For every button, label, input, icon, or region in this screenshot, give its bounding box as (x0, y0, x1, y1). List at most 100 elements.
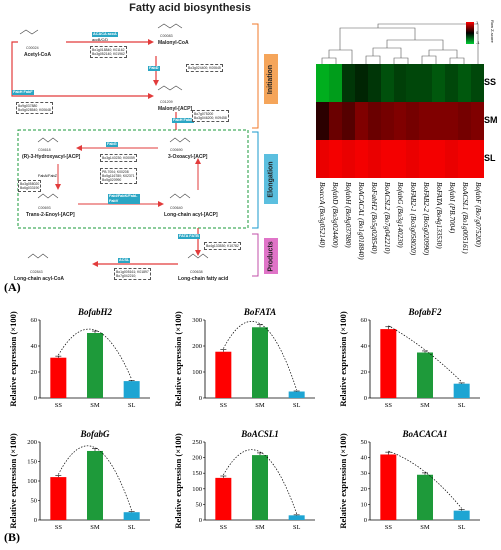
acsl-arrowhead (92, 261, 98, 267)
bar (215, 477, 232, 520)
pathway-connectors (11, 23, 259, 277)
enzyme-fata: FATA FATB (178, 234, 200, 239)
stage-initiation-label: Initiation (267, 64, 275, 94)
enzyme-fabi: FabI/FabK/FabL FabV (108, 194, 140, 204)
heatmap-row-sm: SM (484, 115, 498, 125)
heatmap: 1 0 -1 Row Z-score SS SM SL BoaccA (Bo3g… (300, 14, 500, 274)
malonyl-coa-id: C00083 (160, 34, 173, 38)
long-coa-label: Long-chain acyl-CoA (14, 276, 65, 282)
bar (380, 329, 397, 398)
x-tick-label: SS (220, 524, 228, 531)
x-tick-label: SM (420, 402, 430, 409)
bar (123, 512, 140, 520)
heatmap-cell (458, 102, 472, 141)
heatmap-cell (406, 140, 420, 179)
heatmap-cell (393, 140, 407, 179)
bar (288, 391, 305, 398)
bar (50, 477, 67, 520)
heatmap-cell (328, 140, 343, 179)
x-tick-label: SM (255, 402, 265, 409)
stage-elongation-label: Elongation (267, 160, 275, 198)
heatmap-cell (354, 102, 368, 141)
heatmap-cell (419, 102, 433, 141)
enzyme-fabd: FabD (148, 66, 160, 71)
x-tick-label: SL (293, 402, 301, 409)
fabi-arrowhead (158, 201, 164, 207)
hydroxyacyl-label: (R)-3-Hydroxyacyl-[ACP] (22, 154, 81, 160)
heatmap-grid (316, 64, 485, 179)
malonyl-coa-label: Malonyl-CoA (158, 40, 189, 46)
x-tick-label: SS (55, 524, 63, 531)
y-tick-label: 20 (31, 369, 38, 376)
y-tick-label: 150 (192, 470, 202, 477)
enzyme-accbcd: accB/C/D (92, 38, 109, 42)
chart-title: BoACACA1 (401, 429, 447, 439)
y-tick-label: 0 (364, 395, 367, 402)
long-fa-label: Long-chain fatty acid (178, 276, 229, 282)
long-coa-id: C02843 (30, 270, 43, 274)
heatmap-cell (393, 102, 407, 141)
x-tick-label: SL (293, 524, 301, 531)
bar (380, 454, 397, 520)
heatmap-cell (341, 64, 356, 103)
y-tick-label: 10 (361, 501, 368, 508)
dendro-2 (328, 49, 353, 64)
x-tick-label: SL (128, 524, 136, 531)
stage-elongation: Elongation (264, 154, 278, 204)
legend-colorbar (466, 22, 474, 44)
fabh-arrowhead (148, 93, 154, 99)
trend-curve (223, 320, 297, 391)
chart-ylabel: Relative expression (×100) (338, 311, 348, 407)
gene-box-fabz: Bo3g058020 Bo6g033190 (18, 180, 42, 192)
heatmap-cell (419, 64, 433, 103)
enzyme-fabg: FabG (106, 142, 118, 147)
chart-title: BofabF2 (407, 307, 442, 317)
bar (252, 327, 268, 398)
gene-box-acsl: Bo1g005161; K01897 Bo7g042210; (114, 268, 151, 280)
panel-b-label: (B) (4, 530, 20, 544)
y-tick-label: 40 (31, 343, 38, 350)
heatmap-cell (471, 140, 485, 179)
x-tick-label: SL (128, 402, 136, 409)
enoyl-id: C00693 (38, 206, 51, 210)
heatmap-cell (458, 64, 472, 103)
x-tick-label: SS (220, 402, 228, 409)
heatmap-cell (380, 102, 394, 141)
cycle-arrowhead (195, 158, 201, 164)
malonylacp-structure (157, 85, 183, 91)
bar (87, 450, 103, 520)
legend-tick-bottom: -1 (476, 40, 480, 45)
gene-box-fabi: PB.7004; K00208 Bo5g116780; K02371 Bo5g0… (100, 168, 137, 184)
enoyl-label: Trans-2-Enoyl-[ACP] (26, 212, 75, 218)
heatmap-cell (316, 140, 330, 179)
acc-arrowhead (148, 39, 154, 45)
heatmap-cell (367, 140, 381, 179)
heatmap-cell (432, 64, 446, 103)
heatmap-cell (328, 64, 343, 103)
oxoacyl-structure (169, 137, 191, 143)
enzyme-acaca: ACACA accA (92, 32, 118, 37)
heatmap-row-sl: SL (484, 153, 496, 163)
heatmap-gene-label: BofabH (Bo9g037880) (344, 182, 353, 248)
heatmap-cell (471, 64, 485, 103)
stage-initiation: Initiation (264, 54, 278, 104)
heatmap-gene-label: BoACSL1 (Bo1g005161) (460, 182, 469, 254)
fabz-arrowhead (55, 184, 61, 190)
y-tick-label: 300 (192, 317, 202, 324)
trend-curve (388, 450, 462, 509)
acetyl-structure (19, 29, 39, 35)
hydroxy-structure (37, 137, 59, 143)
longfa-structure (187, 253, 209, 259)
dendro-11 (377, 23, 479, 64)
elongation-box (17, 129, 249, 229)
y-tick-label: 0 (34, 517, 37, 524)
enzyme-fabh-fabb: FabH FabB (172, 118, 195, 123)
y-tick-label: 0 (34, 395, 37, 402)
bar (123, 381, 140, 398)
chart-title: BofabH2 (77, 307, 113, 317)
long-fa-id: C00638 (190, 270, 203, 274)
y-tick-label: 50 (196, 501, 203, 508)
heatmap-gene-label: BoFATA (Bo4g133530) (434, 182, 443, 249)
bar (252, 455, 268, 520)
stage-products: Products (264, 238, 278, 274)
